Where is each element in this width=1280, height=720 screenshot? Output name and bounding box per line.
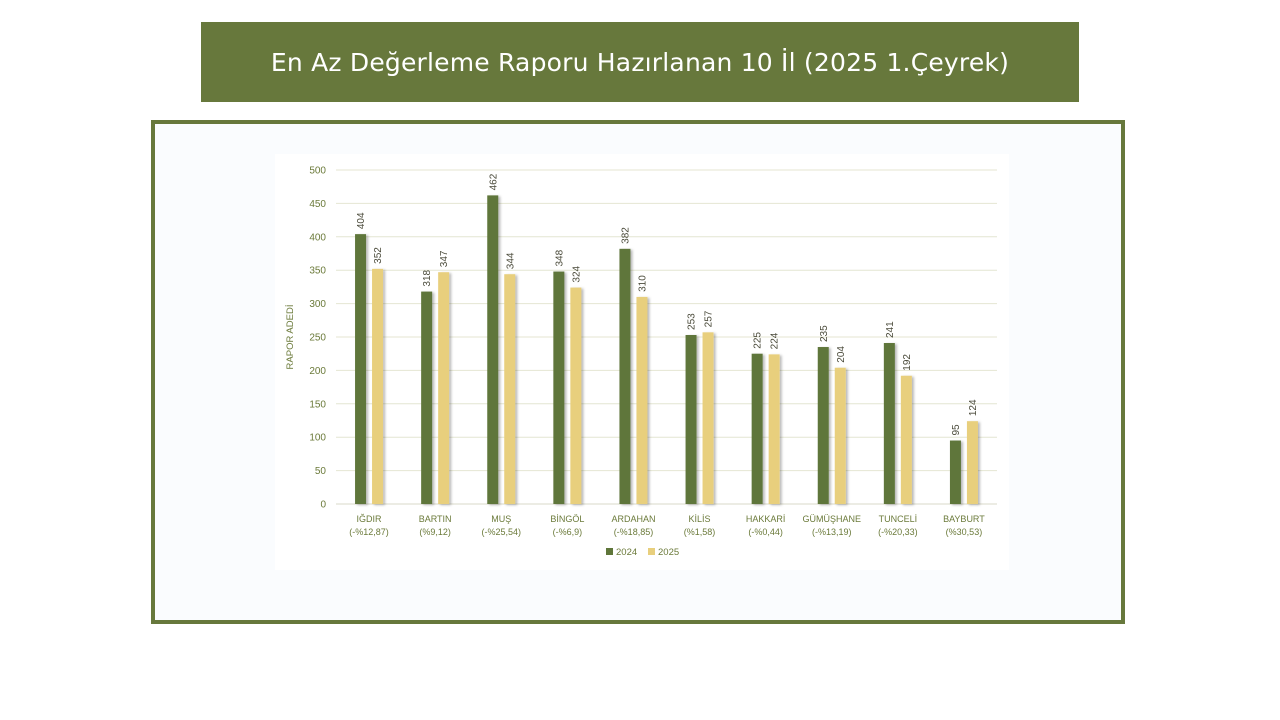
bar-chart: 0 50 100 150 200 250 300 350 400 450 500 RAPOR ADED… xyxy=(285,166,997,558)
y-tick-label: 100 xyxy=(309,433,326,444)
bar-2024 xyxy=(421,291,433,504)
data-label: 225 xyxy=(753,332,764,349)
data-label: 224 xyxy=(770,332,781,349)
x-tick-sublabel: (-%13,19) xyxy=(812,527,852,537)
data-label: 95 xyxy=(951,424,962,436)
y-tick-label: 250 xyxy=(309,333,326,344)
y-tick-label: 0 xyxy=(320,500,326,511)
x-tick-label: BİNGÖL xyxy=(550,514,584,524)
x-tick-label: ARDAHAN xyxy=(611,514,655,524)
bar-2024 xyxy=(553,271,565,504)
data-label: 192 xyxy=(902,354,913,371)
y-tick-label: 350 xyxy=(309,266,326,277)
data-label: 124 xyxy=(968,399,979,416)
title-banner: En Az Değerleme Raporu Hazırlanan 10 İl … xyxy=(201,22,1079,102)
x-tick-sublabel: (-%12,87) xyxy=(349,527,389,537)
bar-2025 xyxy=(438,272,450,504)
data-label: 404 xyxy=(356,212,367,229)
y-tick-label: 200 xyxy=(309,366,326,377)
data-label: 347 xyxy=(439,250,450,267)
data-label: 310 xyxy=(637,275,648,292)
y-tick-label: 450 xyxy=(309,199,326,210)
x-tick-sublabel: (-%6,9) xyxy=(553,527,583,537)
data-label: 204 xyxy=(836,346,847,363)
bar-2025 xyxy=(504,274,516,504)
bar-2024 xyxy=(949,440,961,504)
bar-2025 xyxy=(636,296,648,504)
bar-2025 xyxy=(966,421,978,504)
bar-2024 xyxy=(883,343,895,504)
legend-swatch-2024 xyxy=(606,548,613,555)
x-tick-label: KİLİS xyxy=(689,514,711,524)
data-label: 348 xyxy=(554,249,565,266)
bar-2025 xyxy=(570,287,582,504)
legend-label-2024: 2024 xyxy=(616,547,637,558)
x-tick-label: IĞDIR xyxy=(357,514,383,524)
y-axis-label: RAPOR ADEDİ xyxy=(285,305,296,370)
data-label: 318 xyxy=(422,269,433,286)
bar-2025 xyxy=(702,332,714,504)
x-tick-sublabel: (%30,53) xyxy=(946,527,983,537)
x-tick-sublabel: (-%20,33) xyxy=(878,527,918,537)
bar-2025 xyxy=(900,375,912,504)
bar-2024 xyxy=(619,248,631,504)
chart-frame: 0 50 100 150 200 250 300 350 400 450 500 RAPOR ADED… xyxy=(151,120,1125,624)
bar-2025 xyxy=(768,354,780,504)
x-tick-label: GÜMÜŞHANE xyxy=(802,514,861,524)
data-label: 382 xyxy=(620,227,631,244)
bar-2025 xyxy=(834,367,846,504)
bar-2024 xyxy=(751,353,763,504)
data-label: 324 xyxy=(571,265,582,282)
bar-2025 xyxy=(372,268,384,504)
bar-2024 xyxy=(487,195,499,504)
x-tick-label: BAYBURT xyxy=(943,514,985,524)
x-tick-sublabel: (-%0,44) xyxy=(748,527,783,537)
x-tick-label: BARTIN xyxy=(419,514,452,524)
x-tick-sublabel: (%9,12) xyxy=(419,527,451,537)
data-label: 462 xyxy=(488,173,499,190)
x-tick-label: MUŞ xyxy=(491,514,511,524)
x-tick-sublabel: (%1,58) xyxy=(684,527,716,537)
y-tick-label: 400 xyxy=(309,232,326,243)
data-label: 344 xyxy=(505,252,516,269)
page-title: En Az Değerleme Raporu Hazırlanan 10 İl … xyxy=(270,47,1010,77)
bar-2024 xyxy=(355,234,367,504)
y-tick-label: 50 xyxy=(315,466,327,477)
chart-panel: 0 50 100 150 200 250 300 350 400 450 500 RAPOR ADED… xyxy=(275,154,1009,570)
data-label: 253 xyxy=(687,313,698,330)
bar-2024 xyxy=(685,334,697,504)
x-tick-sublabel: (-%18,85) xyxy=(614,527,654,537)
data-label: 235 xyxy=(819,325,830,342)
y-tick-label: 500 xyxy=(309,166,326,177)
bar-2024 xyxy=(817,347,829,504)
legend-label-2025: 2025 xyxy=(658,547,679,558)
x-tick-label: HAKKARİ xyxy=(746,514,786,524)
data-label: 352 xyxy=(373,247,384,264)
y-tick-label: 300 xyxy=(309,299,326,310)
x-tick-label: TUNCELİ xyxy=(879,514,918,524)
x-tick-sublabel: (-%25,54) xyxy=(481,527,521,537)
data-label: 257 xyxy=(704,310,715,327)
data-label: 241 xyxy=(885,321,896,338)
legend-swatch-2025 xyxy=(648,548,655,555)
y-tick-label: 150 xyxy=(309,399,326,410)
